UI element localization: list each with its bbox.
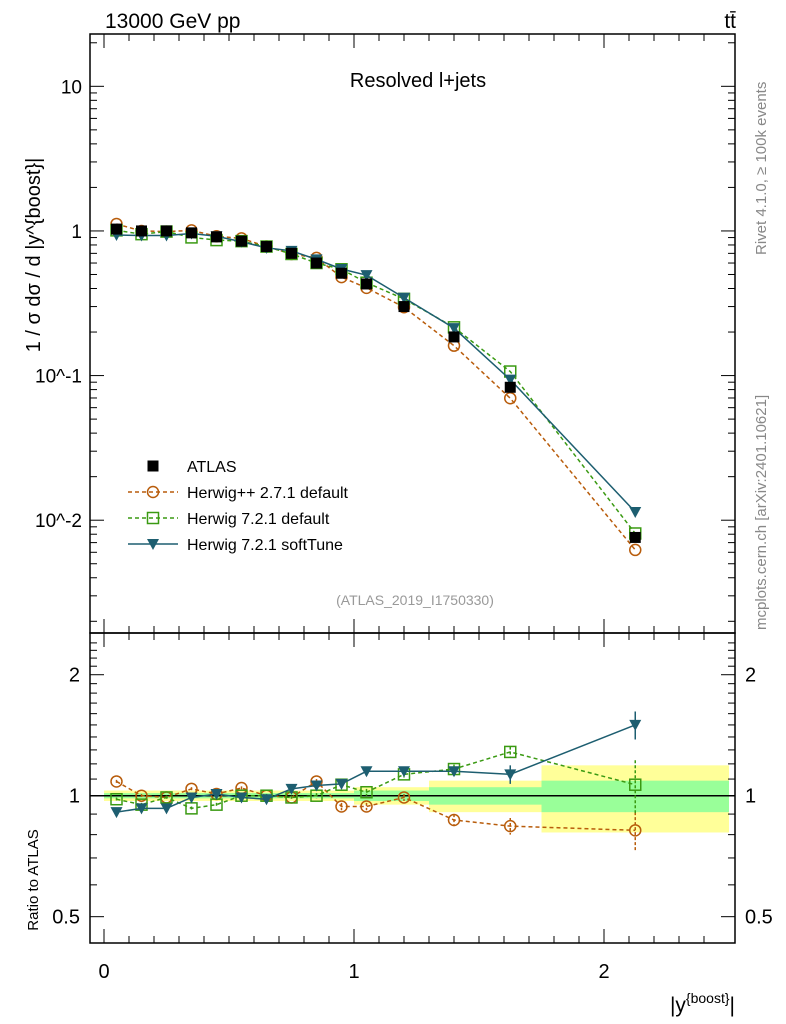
x-tick-label: 0 (98, 961, 109, 983)
mc-point (629, 506, 642, 518)
x-axis-label: |y{boost}| (670, 990, 735, 1017)
atlas-point (211, 231, 222, 243)
ratio-point (110, 775, 123, 788)
y-tick-label: 10^-2 (35, 511, 82, 532)
atlas-point (286, 247, 297, 259)
mc-point (504, 374, 517, 386)
mc-line-0 (116, 223, 636, 551)
ratio-point (335, 778, 348, 790)
y-tick-label: 1 (71, 222, 82, 243)
ratio-point (448, 766, 460, 778)
ratio-point (110, 792, 123, 806)
legend-marker (147, 460, 159, 472)
legend-marker (146, 485, 160, 499)
ratio-point (285, 783, 298, 795)
ratio-point (335, 800, 348, 813)
ratio-point (629, 778, 642, 791)
ratio-point (210, 788, 223, 800)
ratio-point (360, 766, 373, 778)
legend-marker (147, 539, 159, 550)
legend-label: Herwig++ 2.7.1 default (187, 485, 349, 502)
ratio-point (504, 745, 517, 759)
ratio-y-tick-label-left: 2 (69, 665, 80, 687)
x-tick-label: 1 (348, 961, 359, 983)
ratio-point (310, 780, 323, 792)
atlas-point (186, 227, 197, 239)
mc-point (398, 292, 410, 304)
legend-label: Herwig 7.2.1 softTune (187, 537, 343, 554)
rivet-label: Rivet 4.1.0, ≥ 100k events (753, 82, 770, 255)
ratio-frame (89, 632, 736, 944)
atlas-point (361, 278, 372, 290)
x-tick-label: 2 (598, 961, 609, 983)
ratio-point (360, 800, 373, 813)
ratio-y-tick-label-right: 1 (745, 786, 756, 808)
legend-label: Herwig 7.2.1 default (187, 511, 330, 528)
ratio-point (447, 813, 461, 827)
atlas-point (261, 241, 272, 253)
y-axis-label: 1 / σ dσ / d |y^{boost}| (23, 158, 45, 353)
mc-point (360, 270, 373, 282)
ratio-point (135, 803, 148, 815)
atlas-point (504, 381, 516, 393)
process-label: tt̄ (724, 10, 736, 33)
atlas-point (448, 331, 460, 343)
mcplots-label: mcplots.cern.ch [arXiv:2401.10621] (753, 395, 770, 630)
atlas-point (161, 225, 172, 237)
ratio-y-tick-label-left: 0.5 (52, 907, 80, 929)
ratio-point (260, 794, 273, 806)
ratio-y-tick-label-right: 2 (745, 665, 756, 687)
atlas-point (629, 531, 641, 543)
atlas-point (311, 257, 322, 269)
ratio-point (160, 803, 173, 815)
ratio-point (185, 792, 198, 804)
legend-label: ATLAS (187, 459, 237, 476)
mc-point (504, 391, 517, 405)
ratio-point (629, 719, 642, 731)
ratio-point (398, 766, 410, 778)
ratio-point (110, 807, 123, 819)
atlas-point (111, 223, 122, 235)
ratio-point (629, 824, 642, 837)
legend-marker (146, 511, 160, 525)
atlas-point (336, 267, 347, 279)
mc-point (448, 323, 460, 335)
atlas-point (398, 301, 410, 313)
y-tick-label: 10^-1 (35, 367, 82, 388)
analysis-id: (ATLAS_2019_I1750330) (336, 592, 494, 608)
ratio-point (504, 769, 517, 781)
atlas-point (236, 235, 247, 247)
ratio-y-tick-label-right: 0.5 (745, 907, 773, 929)
energy-label: 13000 GeV pp (105, 10, 240, 33)
mc-point (629, 543, 642, 557)
ratio-point (360, 785, 373, 799)
ratio-point (235, 792, 248, 804)
ratio-y-tick-label-left: 1 (69, 786, 80, 808)
ratio-y-axis-label: Ratio to ATLAS (25, 829, 42, 930)
ratio-point (135, 789, 148, 802)
legend: ATLAS Herwig++ 2.7.1 default Herwig 7.2.1 … (128, 459, 349, 554)
ratio-point (504, 819, 517, 833)
y-tick-label: 10 (61, 77, 82, 98)
ratio-point (160, 791, 173, 804)
chart-title: Resolved l+jets (350, 70, 486, 92)
ratio-point (397, 791, 411, 804)
atlas-point (136, 225, 147, 237)
